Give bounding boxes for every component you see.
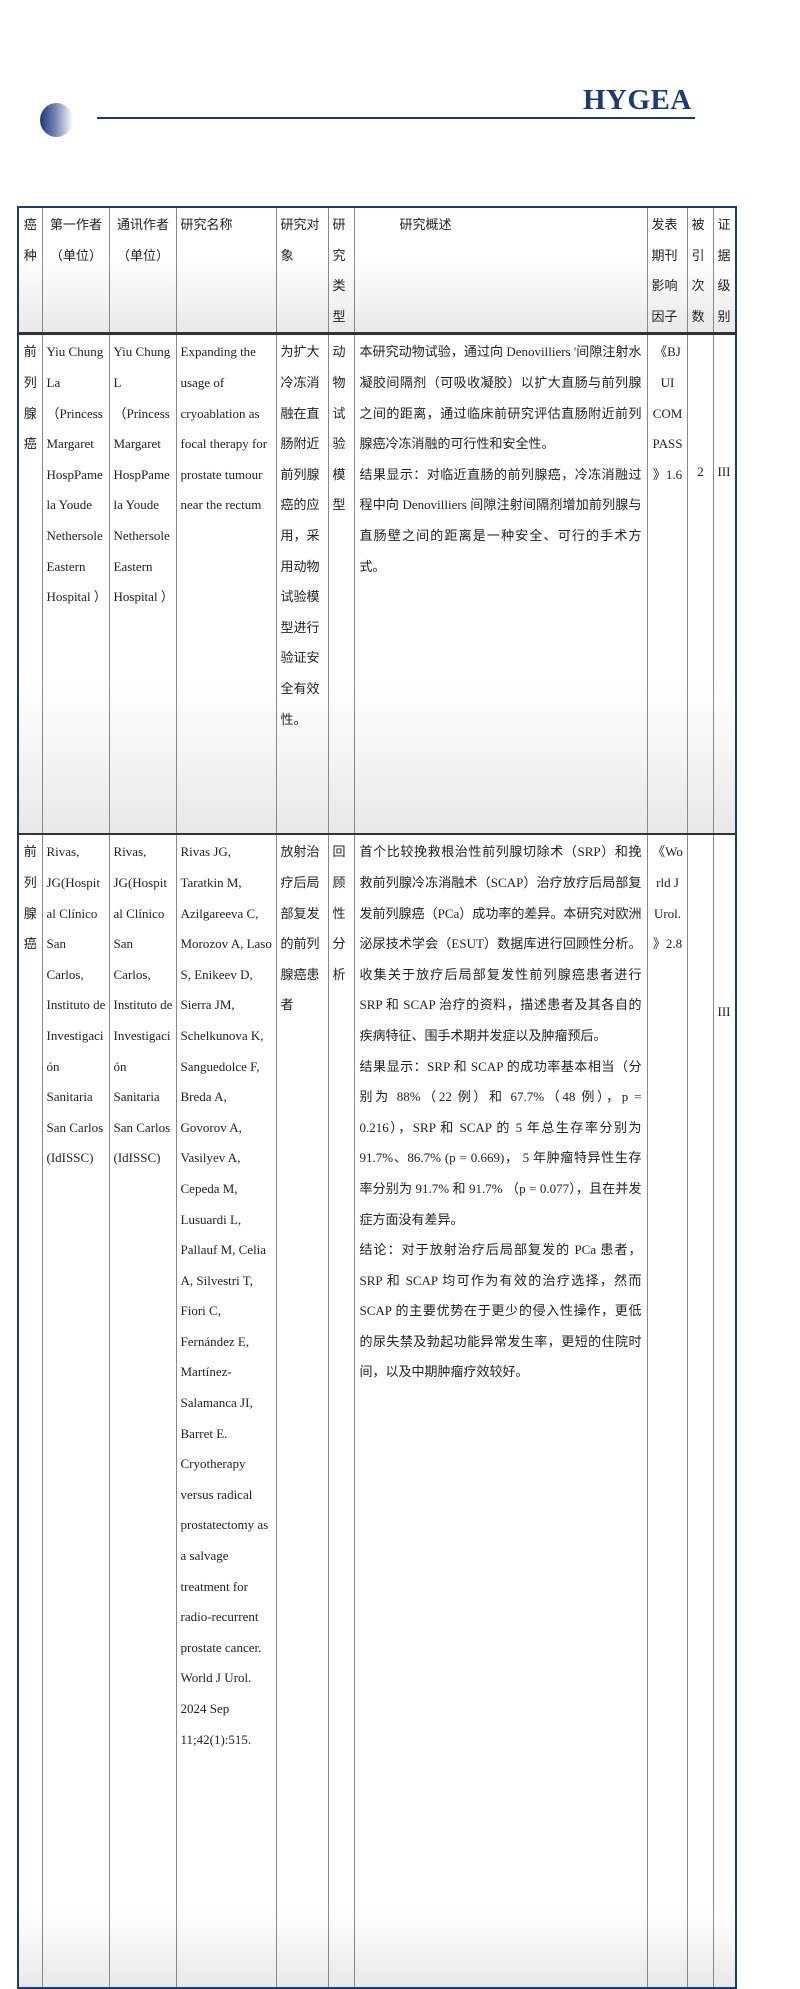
cell-cancer: 前列腺癌 bbox=[17, 333, 43, 836]
cell-first-author: Yiu Chung La （Princess Margaret HospPame… bbox=[41, 333, 110, 836]
summary-paragraph: 结果显示：SRP 和 SCAP 的成功率基本相当（分别为 88%（22 例）和 … bbox=[359, 1058, 642, 1227]
logo-emblem bbox=[40, 103, 73, 137]
header-divider bbox=[97, 117, 695, 119]
cell-evidence: III bbox=[712, 834, 737, 1989]
table-row: 前列腺癌 Rivas, JG(Hospital Clínico San Carl… bbox=[17, 834, 737, 1989]
brand-logo: HYGEA bbox=[583, 84, 692, 116]
header-citations: 被引次数 bbox=[686, 207, 714, 336]
cell-type: 回顾性分析 bbox=[327, 834, 355, 1989]
cell-summary: 本研究动物试验，通过向 Denovilliers '间隙注射水凝胶间隔剂（可吸收… bbox=[353, 333, 648, 836]
header-first-author: 第一作者（单位） bbox=[41, 207, 110, 336]
header-subject: 研究对象 bbox=[275, 207, 329, 336]
header-summary: 研究概述 bbox=[353, 207, 648, 336]
header-corresponding-author: 通讯作者（单位） bbox=[108, 207, 177, 336]
cell-journal: 《BJUI COMPASS》1.6 bbox=[646, 333, 688, 836]
cell-title: Expanding the usage of cryoablation as f… bbox=[175, 333, 277, 836]
summary-paragraph: 结果显示：对临近直肠的前列腺癌，冷冻消融过程中向 Denovilliers 间隙… bbox=[359, 466, 642, 574]
summary-paragraph: 本研究动物试验，通过向 Denovilliers '间隙注射水凝胶间隔剂（可吸收… bbox=[359, 344, 642, 452]
cell-cancer: 前列腺癌 bbox=[17, 834, 43, 1989]
header-type: 研究类型 bbox=[327, 207, 355, 336]
literature-table: 癌种 第一作者（单位） 通讯作者（单位） 研究名称 研究对象 研究类型 研究概述… bbox=[17, 206, 737, 1989]
cell-subject: 为扩大冷冻消融在直肠附近前列腺癌的应用，采用动物试验模型进行验证安全有效性。 bbox=[275, 333, 329, 836]
cell-type: 动物试验模型 bbox=[327, 333, 355, 836]
cell-citations bbox=[686, 834, 714, 1989]
header-journal: 发表期刊影响因子 bbox=[646, 207, 688, 336]
cell-subject: 放射治疗后局部复发的前列腺癌患者 bbox=[275, 834, 329, 1989]
cell-evidence: III bbox=[712, 333, 737, 836]
cell-summary: 首个比较挽救根治性前列腺切除术（SRP）和挽救前列腺冷冻消融术（SCAP）治疗放… bbox=[353, 834, 648, 1989]
table-row: 前列腺癌 Yiu Chung La （Princess Margaret Hos… bbox=[17, 333, 737, 836]
cell-corresponding-author: Yiu Chung L （PrincessMargaret HospPamela… bbox=[108, 333, 177, 836]
header-evidence: 证据级别 bbox=[712, 207, 737, 336]
cell-corresponding-author: Rivas, JG(Hospital Clínico San Carlos, I… bbox=[108, 834, 177, 1989]
header-cancer: 癌种 bbox=[17, 207, 43, 336]
summary-paragraph: 首个比较挽救根治性前列腺切除术（SRP）和挽救前列腺冷冻消融术（SCAP）治疗放… bbox=[359, 844, 642, 1043]
header-title: 研究名称 bbox=[175, 207, 277, 336]
table-header: 癌种 第一作者（单位） 通讯作者（单位） 研究名称 研究对象 研究类型 研究概述… bbox=[17, 207, 737, 336]
cell-title: Rivas JG, Taratkin M, Azilgareeva C, Mor… bbox=[175, 834, 277, 1989]
cell-first-author: Rivas, JG(Hospital Clínico San Carlos, I… bbox=[41, 834, 110, 1989]
cell-citations: 2 bbox=[686, 333, 714, 836]
summary-paragraph: 结论：对于放射治疗后局部复发的 PCa 患者，SRP 和 SCAP 均可作为有效… bbox=[359, 1242, 642, 1380]
cell-journal: 《World J Urol.》2.8 bbox=[646, 834, 688, 1989]
